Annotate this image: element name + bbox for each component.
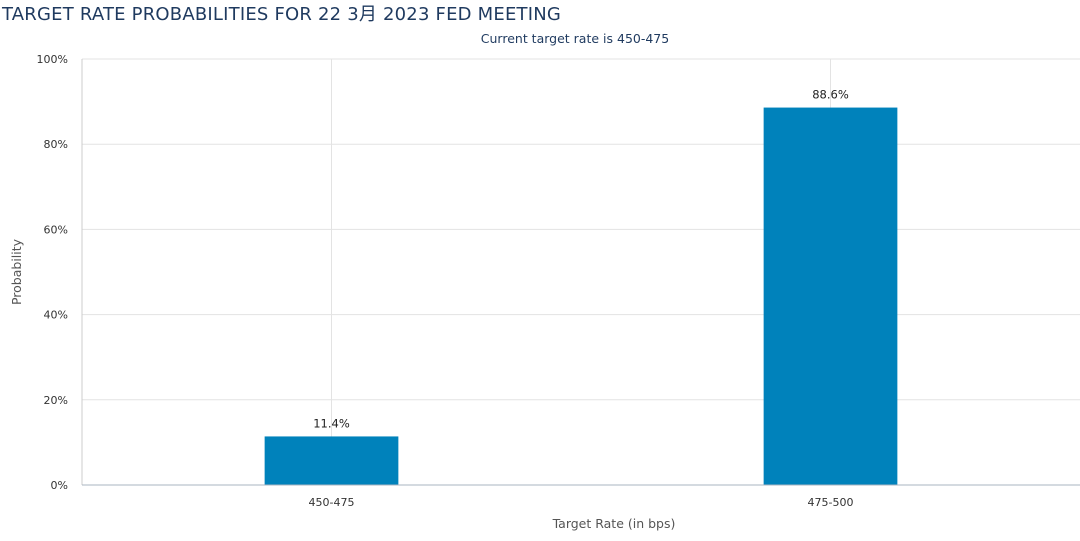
y-axis-title: Probability xyxy=(9,238,24,305)
data-label: 11.4% xyxy=(313,416,350,430)
y-tick-label: 20% xyxy=(44,394,68,407)
y-tick-label: 100% xyxy=(37,53,68,66)
chart-subtitle: Current target rate is 450-475 xyxy=(481,31,669,46)
bar-475-500[interactable] xyxy=(763,107,898,486)
bars xyxy=(264,107,898,486)
y-tick-label: 80% xyxy=(44,138,68,151)
bar-450-475[interactable] xyxy=(264,436,399,485)
gridlines xyxy=(81,58,1080,485)
x-axis-ticks: 450-475 475-500 xyxy=(309,496,854,509)
x-axis-title: Target Rate (in bps) xyxy=(552,516,676,531)
data-labels: 11.4% 88.6% xyxy=(313,88,849,431)
data-label: 88.6% xyxy=(812,88,849,102)
y-tick-label: 60% xyxy=(44,223,68,236)
y-tick-label: 40% xyxy=(44,309,68,322)
x-tick-label: 475-500 xyxy=(808,496,854,509)
x-tick-label: 450-475 xyxy=(309,496,355,509)
y-tick-label: 0% xyxy=(51,479,68,492)
chart-title: TARGET RATE PROBABILITIES FOR 22 3月 2023… xyxy=(2,4,562,25)
y-axis-ticks: 0% 20% 40% 60% 80% 100% xyxy=(37,53,68,492)
